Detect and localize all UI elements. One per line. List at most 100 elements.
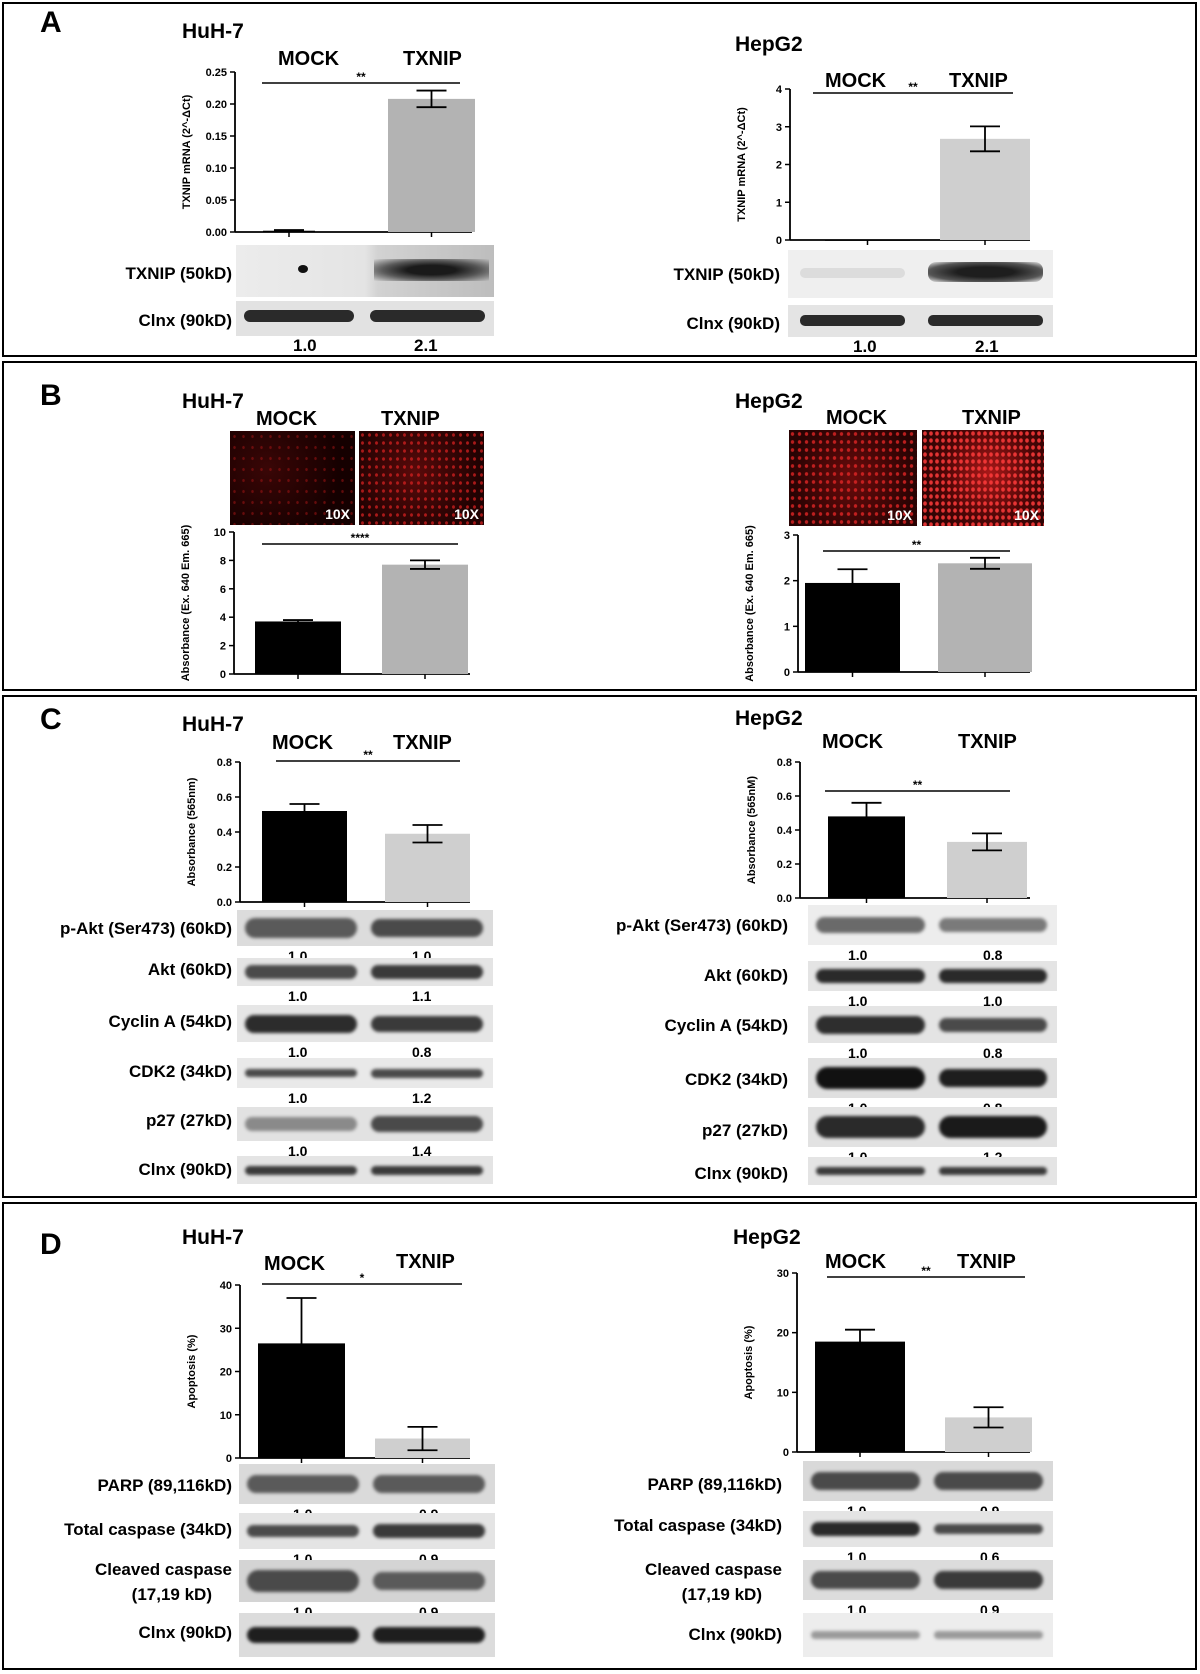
magnification-label: 10X (1014, 507, 1039, 523)
txnip-label: TXNIP (957, 1251, 1016, 1273)
blot-label: Clnx (90kD) (138, 1160, 232, 1179)
panel-letter: C (40, 703, 62, 736)
magnification-label: 10X (325, 506, 350, 522)
bar (262, 811, 347, 902)
txnip-label: TXNIP (396, 1251, 455, 1273)
panel-a (2, 2, 1197, 357)
cell-line-title: HuH-7 (182, 20, 244, 43)
y-tick-label: 0.4 (777, 825, 793, 837)
magnification-label: 10X (887, 507, 912, 523)
y-tick-label: 0.2 (777, 859, 792, 871)
blot-label: Total caspase (34kD) (64, 1520, 232, 1539)
blot-label: Cyclin A (54kD) (664, 1016, 788, 1035)
txnip-label: TXNIP (381, 408, 440, 430)
significance-label: ** (363, 748, 373, 762)
western-blot-band (788, 305, 1053, 337)
blot-ratio: 0.8 (983, 1045, 1003, 1061)
blot-ratio: 1.0 (848, 993, 868, 1009)
y-tick-label: 1 (784, 621, 790, 633)
fluorescence-image-mock: 10X (230, 431, 355, 525)
blot-label: Cleaved caspase (644, 1560, 782, 1579)
western-blot-band (239, 1464, 495, 1504)
y-tick-label: 2 (776, 160, 782, 172)
y-tick-label: 0 (783, 1447, 789, 1459)
bar (940, 138, 1030, 240)
western-blot-band (808, 1058, 1057, 1098)
blot-ratio: 2.1 (975, 337, 999, 356)
y-axis-label: Apoptosis (%) (186, 1334, 198, 1408)
y-tick-label: 4 (220, 612, 227, 624)
y-tick-label: 3 (776, 122, 782, 134)
bar (382, 564, 468, 674)
western-blot-band (237, 1058, 493, 1088)
bar (385, 833, 470, 902)
blot-label: Akt (60kD) (147, 960, 232, 979)
panel-d (2, 1202, 1197, 1670)
panel-c (2, 695, 1197, 1198)
y-tick-label: 20 (777, 1328, 789, 1340)
western-blot-band (237, 958, 493, 986)
significance-label: ** (356, 70, 366, 84)
txnip-label: TXNIP (958, 731, 1017, 753)
blot-label: p27 (27kD) (702, 1121, 788, 1140)
western-blot-band (803, 1613, 1053, 1657)
bar (815, 1341, 905, 1452)
blot-label: Akt (60kD) (703, 966, 788, 985)
blot-label: CDK2 (34kD) (129, 1062, 232, 1081)
blot-label: CDK2 (34kD) (685, 1070, 788, 1089)
blot-ratio: 1.0 (983, 993, 1003, 1009)
y-tick-label: 0.00 (206, 227, 227, 239)
y-tick-label: 0 (226, 1453, 232, 1465)
y-tick-label: 30 (777, 1268, 789, 1280)
blot-label: PARP (89,116kD) (97, 1476, 233, 1495)
panel-letter: A (40, 6, 62, 39)
y-tick-label: 8 (220, 555, 226, 567)
blot-ratio: 1.0 (293, 336, 317, 355)
western-blot-band (808, 1006, 1057, 1043)
bar (938, 563, 1032, 672)
western-blot-band (237, 1005, 493, 1042)
y-tick-label: 4 (776, 84, 783, 96)
significance-label: ** (912, 538, 922, 552)
y-axis-label: Absorbance (Ex. 640 Em. 665) (744, 525, 756, 682)
y-tick-label: 0.0 (217, 897, 232, 909)
magnification-label: 10X (454, 506, 479, 522)
western-blot-band (803, 1511, 1053, 1547)
blot-label: Cyclin A (54kD) (108, 1012, 232, 1031)
y-tick-label: 20 (220, 1367, 232, 1379)
y-tick-label: 0.8 (777, 757, 792, 769)
fluorescence-image-txnip: 10X (359, 431, 484, 525)
blot-ratio: 0.8 (412, 1044, 432, 1060)
blot-ratio: 2.1 (414, 336, 438, 355)
y-tick-label: 2 (220, 641, 226, 653)
cell-line-title: HuH-7 (182, 1226, 244, 1249)
mock-label: MOCK (825, 1251, 887, 1273)
fluorescence-image-txnip: 10X (922, 430, 1044, 526)
western-blot-band (237, 1107, 493, 1141)
mock-label: MOCK (272, 732, 334, 754)
western-blot-band (239, 1513, 495, 1549)
y-axis-label: TXNIP mRNA (2^-ΔCt) (181, 94, 193, 209)
blot-ratio: 1.0 (288, 1090, 308, 1106)
western-blot-band (237, 1156, 493, 1184)
blot-label: p27 (27kD) (146, 1111, 232, 1130)
western-blot-band (808, 1157, 1057, 1185)
blot-label: TXNIP (50kD) (125, 264, 232, 283)
western-blot-band (808, 1107, 1057, 1147)
blot-ratio: 1.0 (848, 947, 868, 963)
western-blot-band (237, 910, 493, 946)
panel-letter: D (40, 1228, 62, 1261)
y-tick-label: 40 (220, 1280, 232, 1292)
western-blot-band (808, 961, 1057, 991)
y-tick-label: 0.6 (217, 792, 232, 804)
y-axis-label: TXNIP mRNA (2^-ΔCt) (736, 107, 748, 222)
western-blot-band (239, 1560, 495, 1602)
panel-letter: B (40, 379, 62, 412)
y-tick-label: 0.20 (206, 99, 227, 111)
y-tick-label: 0.05 (206, 195, 227, 207)
blot-label: Cleaved caspase (94, 1560, 232, 1579)
